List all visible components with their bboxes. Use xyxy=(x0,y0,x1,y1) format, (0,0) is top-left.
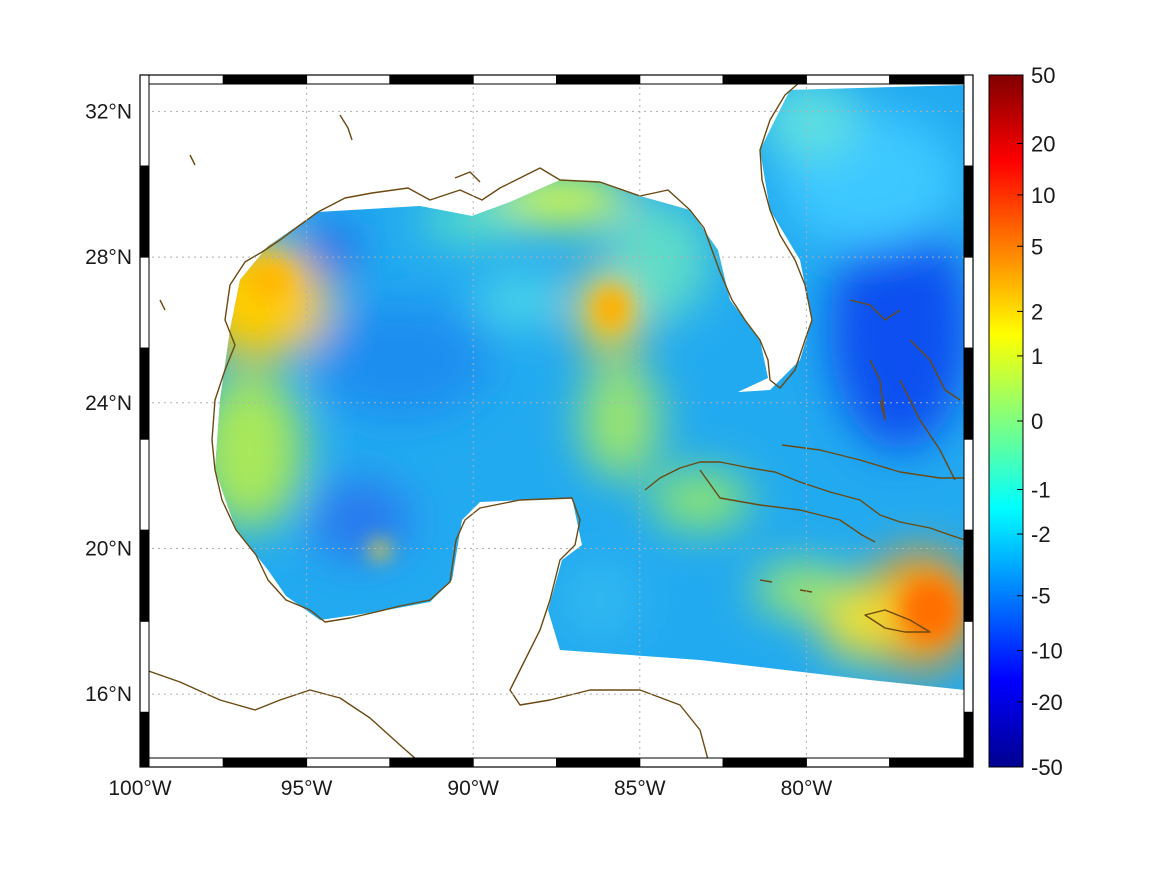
frame-segment-bottom xyxy=(222,757,308,768)
frame-segment-left xyxy=(139,438,150,531)
colorbar-tick-label: 10 xyxy=(1031,183,1055,208)
frame-segment-right xyxy=(963,438,974,531)
frame-segment-top xyxy=(139,74,224,85)
frame-segment-left xyxy=(139,711,150,768)
grid-lines xyxy=(140,75,973,767)
frame-segment-top xyxy=(556,74,641,85)
frame-border xyxy=(139,74,974,768)
frame-segment-right xyxy=(963,347,974,440)
colorbar-tick-label: -1 xyxy=(1031,478,1051,503)
colorbar-tick-label: -20 xyxy=(1031,690,1063,715)
latitude-tick-label: 32°N xyxy=(85,100,132,123)
frame-segment-bottom xyxy=(139,757,224,768)
frame-segment-right xyxy=(963,711,974,768)
latitude-tick-label: 16°N xyxy=(85,683,132,706)
latitude-tick-label: 24°N xyxy=(85,392,132,415)
coastline xyxy=(140,75,966,767)
longitude-tick-label: 95°W xyxy=(281,777,333,800)
colorbar-tick-label: 1 xyxy=(1031,344,1043,369)
frame-segment-left xyxy=(139,529,150,622)
frame-segment-bottom xyxy=(472,757,558,768)
frame-segment-left xyxy=(139,256,150,349)
frame-segment-right xyxy=(963,529,974,622)
colorbar-tick-label: 2 xyxy=(1031,299,1043,324)
colorbar-tick-label: -2 xyxy=(1031,522,1051,547)
latitude-tick-label: 20°N xyxy=(85,537,132,560)
frame-segment-right xyxy=(963,256,974,349)
frame-segment-bottom xyxy=(889,757,974,768)
frame-segment-left xyxy=(139,165,150,258)
longitude-tick-label: 80°W xyxy=(781,777,833,800)
latitude-tick-labels: 32°N 28°N 24°N 20°N 16°N xyxy=(85,100,132,706)
longitude-tick-labels: 100°W 95°W 90°W 85°W 80°W xyxy=(108,777,832,800)
frame-segment-top xyxy=(222,74,308,85)
frame-segment-right xyxy=(963,620,974,713)
frame-segment-top xyxy=(722,74,807,85)
frame-segment-left xyxy=(139,347,150,440)
frame-segment-bottom xyxy=(722,757,807,768)
frame-segment-bottom xyxy=(389,757,474,768)
map-frame xyxy=(139,74,974,768)
frame-segment-top xyxy=(805,74,891,85)
frame-segment-bottom xyxy=(805,757,891,768)
colorbar-tick-label: -5 xyxy=(1031,584,1051,609)
frame-segment-left xyxy=(139,620,150,713)
frame-segment-top xyxy=(889,74,974,85)
anomaly-field xyxy=(215,85,965,690)
frame-segment-top xyxy=(472,74,558,85)
frame-segment-bottom xyxy=(639,757,724,768)
frame-segment-top xyxy=(389,74,474,85)
colorbar-tick-label: 20 xyxy=(1031,132,1055,157)
longitude-tick-label: 90°W xyxy=(447,777,499,800)
longitude-tick-label: 100°W xyxy=(108,777,171,800)
frame-segment-top xyxy=(639,74,724,85)
latitude-tick-label: 28°N xyxy=(85,246,132,269)
longitude-tick-label: 85°W xyxy=(614,777,666,800)
colorbar-tick-label: 50 xyxy=(1031,63,1055,88)
frame-segment-right xyxy=(963,165,974,258)
colorbar-tick-label: 0 xyxy=(1031,409,1043,434)
frame-segment-right xyxy=(963,74,974,167)
frame-segment-top xyxy=(306,74,391,85)
colorbar-tick-label: -10 xyxy=(1031,639,1063,664)
colorbar-tick-label: -50 xyxy=(1031,755,1063,780)
frame-segment-left xyxy=(139,74,150,167)
frame-segment-bottom xyxy=(306,757,391,768)
colorbar-tick-label: 5 xyxy=(1031,234,1043,259)
frame-segment-bottom xyxy=(556,757,641,768)
